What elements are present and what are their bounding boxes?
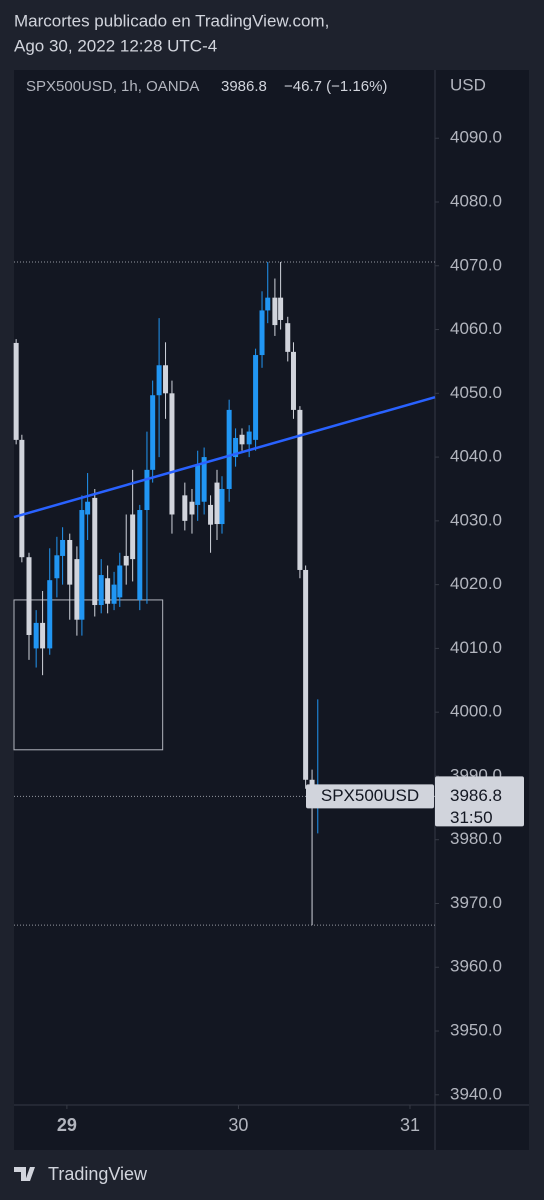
candle-body — [265, 297, 271, 311]
y-tick-label: 4080.0 — [450, 191, 502, 210]
candle-body — [201, 457, 207, 502]
candle-body — [214, 482, 220, 525]
candle-body — [169, 393, 175, 515]
symbol-label-box — [306, 784, 434, 809]
candle-body — [189, 501, 195, 515]
price-axis-panel — [435, 70, 529, 1150]
candle-body — [123, 555, 129, 566]
candle-body — [285, 323, 291, 352]
trendline — [13, 395, 436, 519]
y-tick-label: 4060.0 — [450, 319, 502, 338]
y-tick-label: 4090.0 — [450, 128, 502, 147]
x-tick-label: 31 — [400, 1115, 420, 1135]
legend-price: 3986.8 — [221, 78, 267, 95]
time-axis-panel — [14, 1105, 435, 1150]
candle-body — [195, 465, 201, 505]
candle-body — [40, 622, 46, 649]
candle-body — [253, 355, 259, 440]
legend-symbol: SPX500USD, 1h, OANDA — [26, 78, 199, 95]
countdown: 31:50 — [450, 808, 493, 827]
brand: TradingView — [48, 1164, 148, 1184]
axis-unit: USD — [450, 75, 486, 94]
legend-change: −46.7 (−1.16%) — [284, 78, 387, 95]
candle-body — [246, 431, 252, 445]
candle-body — [182, 495, 188, 521]
y-tick-label: 4070.0 — [450, 255, 502, 274]
y-tick-label: 4000.0 — [450, 702, 502, 721]
candle-body — [144, 469, 150, 511]
plot — [13, 261, 436, 926]
candle-body — [290, 351, 296, 410]
y-tick-label: 3950.0 — [450, 1021, 502, 1040]
candle-body — [163, 365, 169, 394]
x-tick-label: 29 — [57, 1115, 77, 1135]
candle-body — [85, 501, 91, 515]
y-tick-label: 3980.0 — [450, 829, 502, 848]
candle-body — [105, 578, 111, 604]
candle-body — [233, 437, 239, 458]
candle-body — [297, 409, 303, 570]
candle-body — [272, 297, 278, 326]
price-box — [435, 776, 524, 827]
logo-icon — [14, 1167, 35, 1181]
candle-body — [259, 310, 265, 356]
candle-body — [117, 565, 123, 598]
range-box — [13, 599, 164, 751]
candle-body — [60, 539, 66, 556]
candle-body — [74, 559, 80, 620]
candle-body — [26, 557, 32, 636]
candle-body — [208, 504, 214, 525]
y-tick-label: 4010.0 — [450, 638, 502, 657]
y-tick-label: 3960.0 — [450, 957, 502, 976]
candle-body — [111, 584, 117, 604]
candle-body — [226, 409, 232, 489]
candle-body — [13, 342, 19, 440]
candle-body — [278, 297, 284, 320]
symbol-label: SPX500USD — [321, 786, 419, 805]
candle-body — [239, 434, 245, 445]
candle-body — [33, 622, 39, 649]
candle-body — [150, 395, 156, 470]
candle-body — [98, 575, 104, 606]
candle-body — [219, 488, 225, 525]
y-tick-label: 4020.0 — [450, 574, 502, 593]
candle-body — [137, 510, 143, 600]
last-price: 3986.8 — [450, 786, 502, 805]
candle-body — [47, 580, 53, 649]
y-tick-label: 4040.0 — [450, 447, 502, 466]
candle-body — [79, 510, 85, 620]
date-line: Ago 30, 2022 12:28 UTC-4 — [14, 36, 217, 55]
y-tick-label: 4050.0 — [450, 383, 502, 402]
candle-body — [130, 514, 136, 560]
x-tick-label: 30 — [228, 1115, 248, 1135]
y-tick-label: 3940.0 — [450, 1084, 502, 1103]
candle-body — [67, 539, 73, 585]
y-tick-label: 3970.0 — [450, 893, 502, 912]
y-tick-label: 4030.0 — [450, 510, 502, 529]
candle-body — [156, 365, 162, 396]
candle-body — [303, 569, 309, 780]
author-line: Marcortes publicado en TradingView.com, — [14, 11, 329, 30]
candle-body — [92, 497, 98, 606]
tradingview-logo: TradingView — [14, 1164, 148, 1184]
candle-body — [54, 555, 60, 579]
candle-body — [19, 439, 25, 558]
